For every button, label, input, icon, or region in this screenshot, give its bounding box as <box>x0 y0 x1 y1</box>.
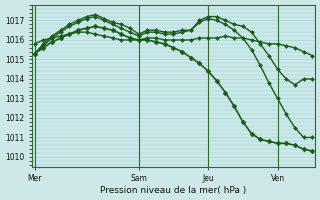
X-axis label: Pression niveau de la mer( hPa ): Pression niveau de la mer( hPa ) <box>100 186 247 195</box>
